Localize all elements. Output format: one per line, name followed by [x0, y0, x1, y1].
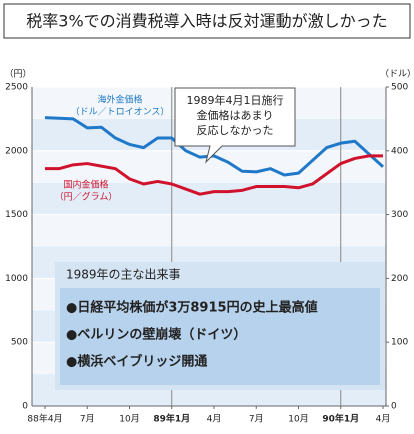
x-tick-label: 10月: [288, 414, 308, 425]
title-box: [3, 3, 411, 39]
series-unit: （円／グラム）: [55, 191, 118, 203]
x-tick-label: 89年1月: [153, 413, 190, 425]
x-tick-label: 88年4月: [27, 413, 62, 425]
y2-unit: （ドル）: [380, 69, 414, 80]
series-line: [45, 154, 383, 196]
y2-tick-label: 200: [391, 274, 408, 284]
y2-tick-label: 400: [391, 146, 408, 156]
x-tick-label: 4月: [376, 414, 391, 425]
y-tick-label: 2500: [5, 83, 28, 93]
callout-text: 1989年4月1日施行: [187, 93, 284, 107]
x-tick-label: 7月: [80, 414, 95, 425]
band: [32, 182, 386, 215]
event-item: ●ベルリンの壁崩壊（ドイツ）: [66, 327, 246, 343]
y-tick-label: 0: [22, 402, 28, 412]
event-item: ●横浜ベイブリッジ開通: [66, 354, 207, 370]
callout-text: 反応しなかった: [197, 123, 274, 137]
series-line: [44, 116, 385, 177]
y2-tick-label: 300: [391, 210, 408, 220]
series-unit: （ドル／トロイオンス）: [71, 107, 170, 118]
x-tick-label: 4月: [207, 414, 222, 425]
events-title: 1989年の主な出来事: [66, 268, 181, 282]
y-tick-label: 500: [11, 338, 28, 348]
callout-box: [174, 87, 296, 164]
events-inner: [60, 288, 380, 385]
chart-title: 税率3%での消費税導入時は反対運動が激しかった: [26, 12, 387, 31]
x-tick-label: 7月: [249, 414, 264, 425]
y-tick-label: 1500: [5, 210, 28, 220]
x-tick-label: 90年1月: [322, 413, 359, 425]
series-label: 国内金価格: [63, 179, 108, 191]
callout-text: 金価格はあまり: [197, 108, 274, 122]
y-tick-label: 2000: [5, 146, 28, 156]
y2-tick-label: 100: [391, 338, 408, 348]
y-tick-label: 1000: [5, 274, 28, 284]
y2-tick-label: 0: [391, 402, 397, 412]
event-item: ●日経平均株価が3万8915円の史上最高値: [66, 300, 318, 316]
x-tick-label: 10月: [119, 414, 139, 425]
y-unit: （円）: [4, 69, 31, 80]
band: [32, 214, 386, 247]
series-label: 海外金価格: [97, 94, 142, 106]
y2-tick-label: 500: [391, 83, 408, 93]
